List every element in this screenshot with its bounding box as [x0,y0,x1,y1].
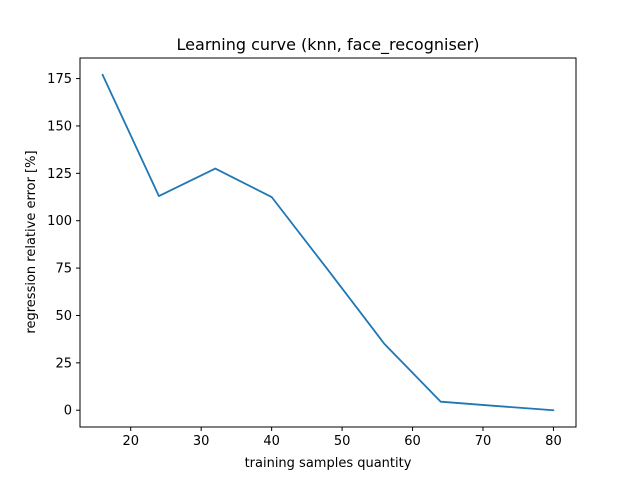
y-axis-label: regression relative error [%] [24,150,39,333]
x-tick-label: 50 [334,434,351,449]
y-tick-label: 175 [47,72,72,87]
y-tick-label: 150 [47,119,72,134]
plot-area [79,57,577,428]
chart-title: Learning curve (knn, face_recogniser) [177,35,480,55]
x-axis-label: training samples quantity [245,456,412,471]
y-tick-label: 0 [64,404,72,419]
x-tick-label: 20 [122,434,139,449]
y-tick-label: 100 [47,214,72,229]
y-tick-label: 25 [55,356,72,371]
x-tick-label: 40 [263,434,280,449]
x-tick-label: 60 [404,434,421,449]
plot-frame [79,57,577,428]
y-tick-label: 50 [55,309,72,324]
x-tick-label: 80 [545,434,562,449]
series-line-0 [101,73,555,412]
y-tick-label: 75 [55,262,72,277]
x-axis: 20 30 40 50 60 70 80 [122,427,562,449]
x-tick-label: 30 [193,434,210,449]
y-tick-label: 125 [47,167,72,182]
y-axis: 0 25 50 75 100 125 150 175 [47,72,80,419]
x-tick-label: 70 [475,434,492,449]
